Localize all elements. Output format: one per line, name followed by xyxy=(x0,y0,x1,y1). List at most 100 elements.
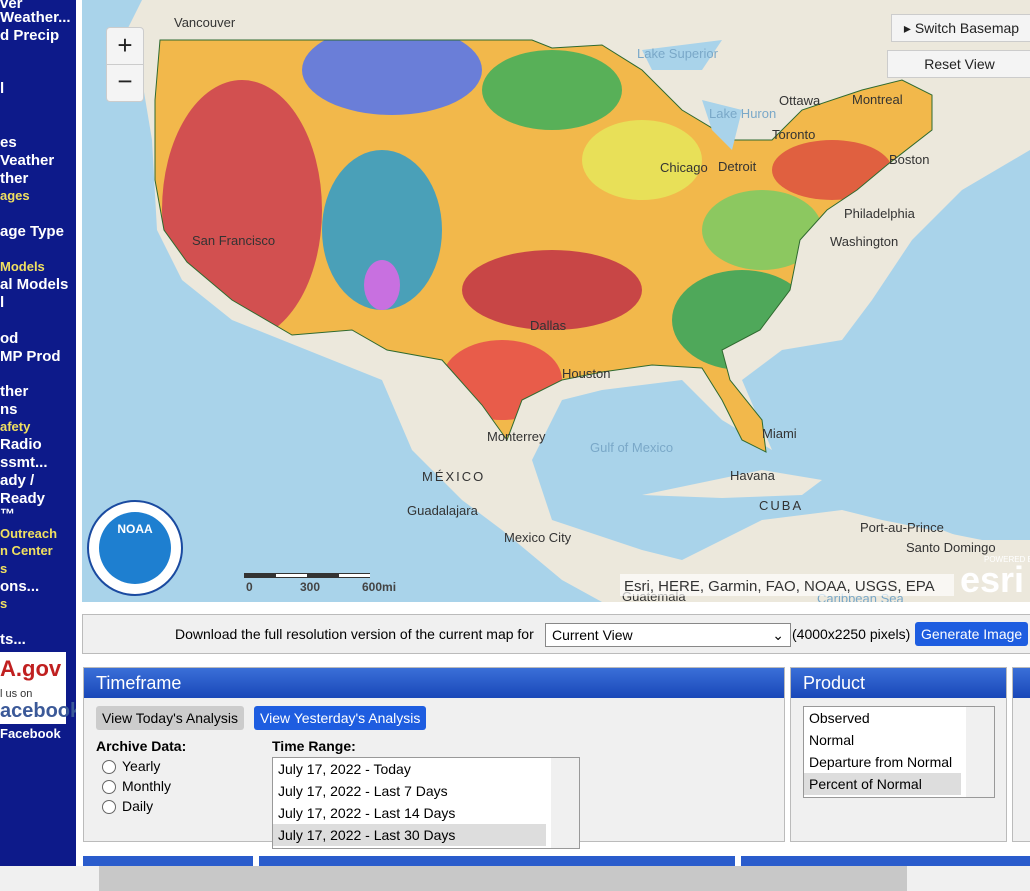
map-select[interactable]: Current View ⌄ xyxy=(545,623,791,647)
sidebar-link[interactable]: ons... xyxy=(0,578,40,595)
map-select-value: Current View xyxy=(552,627,633,643)
today-button[interactable]: View Today's Analysis xyxy=(96,706,245,730)
sidebar-link[interactable]: l xyxy=(0,80,5,97)
place-label: Mexico City xyxy=(504,530,572,545)
list-scrollbar xyxy=(966,707,994,797)
range-option[interactable]: July 17, 2022 - Last 7 Days xyxy=(278,783,448,799)
product-option[interactable]: Normal xyxy=(809,732,855,748)
gov-text: A.gov xyxy=(0,656,62,681)
sidebar-link[interactable]: ady / xyxy=(0,472,35,489)
place-label: Gulf of Mexico xyxy=(590,440,673,455)
sidebar-link[interactable]: s xyxy=(0,561,8,576)
radio-label: Yearly xyxy=(122,758,161,774)
attribution-bg xyxy=(620,574,954,596)
place-label: CUBA xyxy=(759,498,803,513)
place-label: Chicago xyxy=(660,160,708,175)
attribution: Esri, HERE, Garmin, FAO, NOAA, USGS, EPA xyxy=(624,578,935,595)
place-label: Lake Superior xyxy=(637,46,719,61)
sidebar-link[interactable]: od xyxy=(0,330,19,347)
place-label: Guadalajara xyxy=(407,503,479,518)
place-label: Port-au-Prince xyxy=(860,520,944,535)
switch-basemap[interactable]: ▸ Switch Basemap xyxy=(891,14,1030,42)
sidebar-link[interactable]: Facebook xyxy=(0,726,61,741)
sidebar-link[interactable]: ns xyxy=(0,401,18,418)
archive-radio[interactable]: Monthly xyxy=(102,778,172,795)
zoom-in[interactable]: + xyxy=(106,27,144,65)
side-panel xyxy=(1012,667,1030,842)
h-scrollbar[interactable] xyxy=(0,866,1030,891)
sidebar-link[interactable]: ther xyxy=(0,170,29,187)
product-option[interactable]: Departure from Normal xyxy=(809,754,953,770)
range-option[interactable]: July 17, 2022 - Last 30 Days xyxy=(273,824,546,846)
place-label: Houston xyxy=(562,366,610,381)
sidebar-link[interactable]: Outreach xyxy=(0,526,58,541)
place-label: Ottawa xyxy=(779,93,821,108)
timeframe-panel: Timeframe View Today's Analysis View Yes… xyxy=(83,667,785,849)
place-label: Washington xyxy=(830,234,898,249)
range-option[interactable]: July 17, 2022 - Today xyxy=(278,761,411,777)
panel-title: Timeframe xyxy=(84,668,784,698)
panel-title: Product xyxy=(791,668,1006,698)
sidebar-link[interactable]: afety xyxy=(0,419,31,434)
place-label: Boston xyxy=(889,152,929,167)
sidebar-link[interactable]: l xyxy=(0,294,5,311)
sidebar-link[interactable]: Weather... xyxy=(0,9,71,26)
sidebar-link[interactable]: n Center xyxy=(0,543,53,558)
sidebar-link[interactable]: ™ xyxy=(0,506,15,523)
place-label: Detroit xyxy=(718,159,757,174)
product-option[interactable]: Observed xyxy=(809,710,870,726)
map: Vancouver Lake Superior Ottawa Montreal Lake… xyxy=(82,0,1030,602)
sidebar-link[interactable]: al Models xyxy=(0,276,69,293)
lake xyxy=(702,100,742,150)
product-list: Observed Normal Departure from Normal Perce… xyxy=(803,706,995,798)
reset-view[interactable]: Reset View xyxy=(887,50,1030,78)
lower-panels xyxy=(83,856,1030,866)
archive-label: Archive Data: xyxy=(96,738,187,754)
sidebar-link[interactable]: age Type xyxy=(0,223,64,240)
sidebar-link[interactable]: MP Prod xyxy=(0,348,61,365)
scale-bar xyxy=(276,574,307,577)
range-option[interactable]: July 17, 2022 - Last 14 Days xyxy=(278,805,456,821)
place-label: Monterrey xyxy=(487,429,546,444)
cuba xyxy=(642,470,822,498)
place-label: Montreal xyxy=(852,92,903,107)
scale-label: 0 xyxy=(246,580,253,594)
sidebar-link[interactable]: Radio xyxy=(0,436,42,453)
sidebar-link[interactable]: Ready xyxy=(0,490,46,507)
archive-radio[interactable]: Yearly xyxy=(102,758,161,775)
scale-label: 300 xyxy=(300,580,320,594)
place-label: Vancouver xyxy=(174,15,236,30)
switch-basemap-label: Switch Basemap xyxy=(914,20,1020,36)
sidebar-link[interactable]: ther xyxy=(0,383,29,400)
sidebar-link[interactable]: s xyxy=(0,596,8,611)
download-text: Download the full resolution version of … xyxy=(175,626,534,642)
yesterday-button[interactable]: View Yesterday's Analysis xyxy=(254,706,427,730)
product-option[interactable]: Percent of Normal xyxy=(804,773,961,795)
place-label: Santo Domingo xyxy=(906,540,996,555)
place-label: Lake Huron xyxy=(709,106,776,121)
sidebar-link[interactable]: d Precip xyxy=(0,27,60,44)
hispaniola xyxy=(862,530,982,555)
range-label: Time Range: xyxy=(272,738,356,754)
radio-label: Monthly xyxy=(122,778,172,794)
place-label: Philadelphia xyxy=(844,206,916,221)
esri-logo: esri xyxy=(960,559,1024,600)
gov-logo[interactable]: A.gov l us on acebook xyxy=(0,652,76,724)
scale-bar xyxy=(339,574,370,577)
zoom-out[interactable]: − xyxy=(106,64,144,102)
place-label: Toronto xyxy=(772,127,815,142)
sidebar-link[interactable]: ts... xyxy=(0,631,26,648)
sidebar-link[interactable]: Models xyxy=(0,259,45,274)
facebook-logo: acebook xyxy=(0,700,76,722)
archive-radio[interactable]: Daily xyxy=(102,798,153,815)
generate-image[interactable]: Generate Image xyxy=(915,622,1029,646)
place-label: San Francisco xyxy=(192,233,275,248)
sidebar-link[interactable]: Veather xyxy=(0,152,55,169)
noaa-text: NOAA xyxy=(117,522,153,536)
sidebar-link[interactable]: ver xyxy=(0,0,23,12)
sidebar-link[interactable]: es xyxy=(0,134,17,151)
sidebar-link[interactable]: ages xyxy=(0,188,30,203)
sidebar-link[interactable]: ssmt... xyxy=(0,454,48,471)
place-label: Miami xyxy=(762,426,797,441)
